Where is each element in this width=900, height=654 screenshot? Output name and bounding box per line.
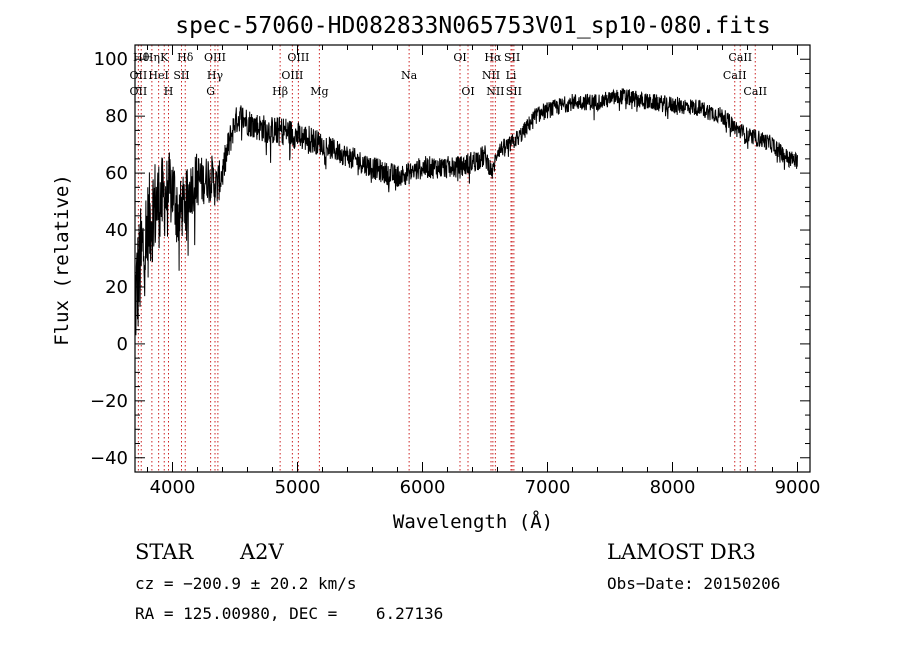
x-tick-label: 9000 [775, 477, 821, 498]
line-label: K [160, 51, 169, 64]
line-label: SII [504, 51, 520, 64]
line-label: Hη [144, 51, 160, 64]
x-tick-label: 4000 [150, 477, 196, 498]
x-axis-ticks: 4000 5000 6000 7000 8000 9000 [147, 45, 821, 498]
x-tick-label: 5000 [275, 477, 321, 498]
line-label: Hδ [177, 51, 194, 64]
line-label: SII [506, 85, 522, 98]
line-label: CaII [728, 51, 752, 64]
line-label: G [206, 85, 215, 98]
y-axis-label: Flux (relative) [51, 174, 73, 346]
line-label: OII [130, 69, 148, 82]
x-tick-label: 8000 [650, 477, 696, 498]
line-label: Hγ [207, 69, 224, 82]
line-label: CaII [723, 69, 747, 82]
line-label: HeI [148, 69, 168, 82]
redshift-cz: cz = −200.9 ± 20.2 km/s [135, 574, 357, 593]
chart-title: spec-57060-HD082833N065753V01_sp10-080.f… [175, 13, 770, 39]
line-label: Mg [310, 85, 328, 98]
line-label: NII [482, 69, 500, 82]
line-label: CaII [743, 85, 767, 98]
ra-dec: RA = 125.00980, DEC = 6.27136 [135, 604, 443, 623]
emission-line-markers [137, 45, 756, 472]
y-tick-label: 20 [105, 277, 128, 298]
line-label: H [164, 85, 174, 98]
line-label: OIII [204, 51, 226, 64]
line-label: OII [130, 85, 148, 98]
spectrum-line [134, 88, 798, 336]
line-label: Li [506, 69, 517, 82]
y-tick-label: 100 [94, 49, 128, 70]
line-label: Na [401, 69, 418, 82]
line-label: OIII [287, 51, 309, 64]
line-label: SII [173, 69, 189, 82]
object-subclass: A2V [239, 540, 285, 564]
line-label: NII [486, 85, 504, 98]
line-label: Hθ [133, 51, 150, 64]
line-label: OI [453, 51, 466, 64]
y-tick-label: 60 [105, 163, 128, 184]
line-label: OIII [281, 69, 303, 82]
y-tick-label: −40 [90, 448, 128, 469]
survey-name: LAMOST DR3 [607, 540, 756, 564]
line-label: OI [461, 85, 474, 98]
y-tick-label: 80 [105, 106, 128, 127]
x-tick-label: 7000 [525, 477, 571, 498]
spectrum-series [134, 88, 798, 336]
object-class: STAR [135, 540, 194, 564]
line-label: Hβ [272, 85, 288, 98]
y-tick-label: 0 [117, 334, 128, 355]
y-axis-ticks: −40 −20 0 20 40 60 80 100 [90, 49, 810, 469]
x-axis-label: Wavelength (Å) [393, 510, 553, 533]
obs-date: Obs−Date: 20150206 [607, 574, 780, 593]
line-label: Hα [484, 51, 502, 64]
y-tick-label: −20 [90, 391, 128, 412]
x-tick-label: 6000 [400, 477, 446, 498]
y-tick-label: 40 [105, 220, 128, 241]
